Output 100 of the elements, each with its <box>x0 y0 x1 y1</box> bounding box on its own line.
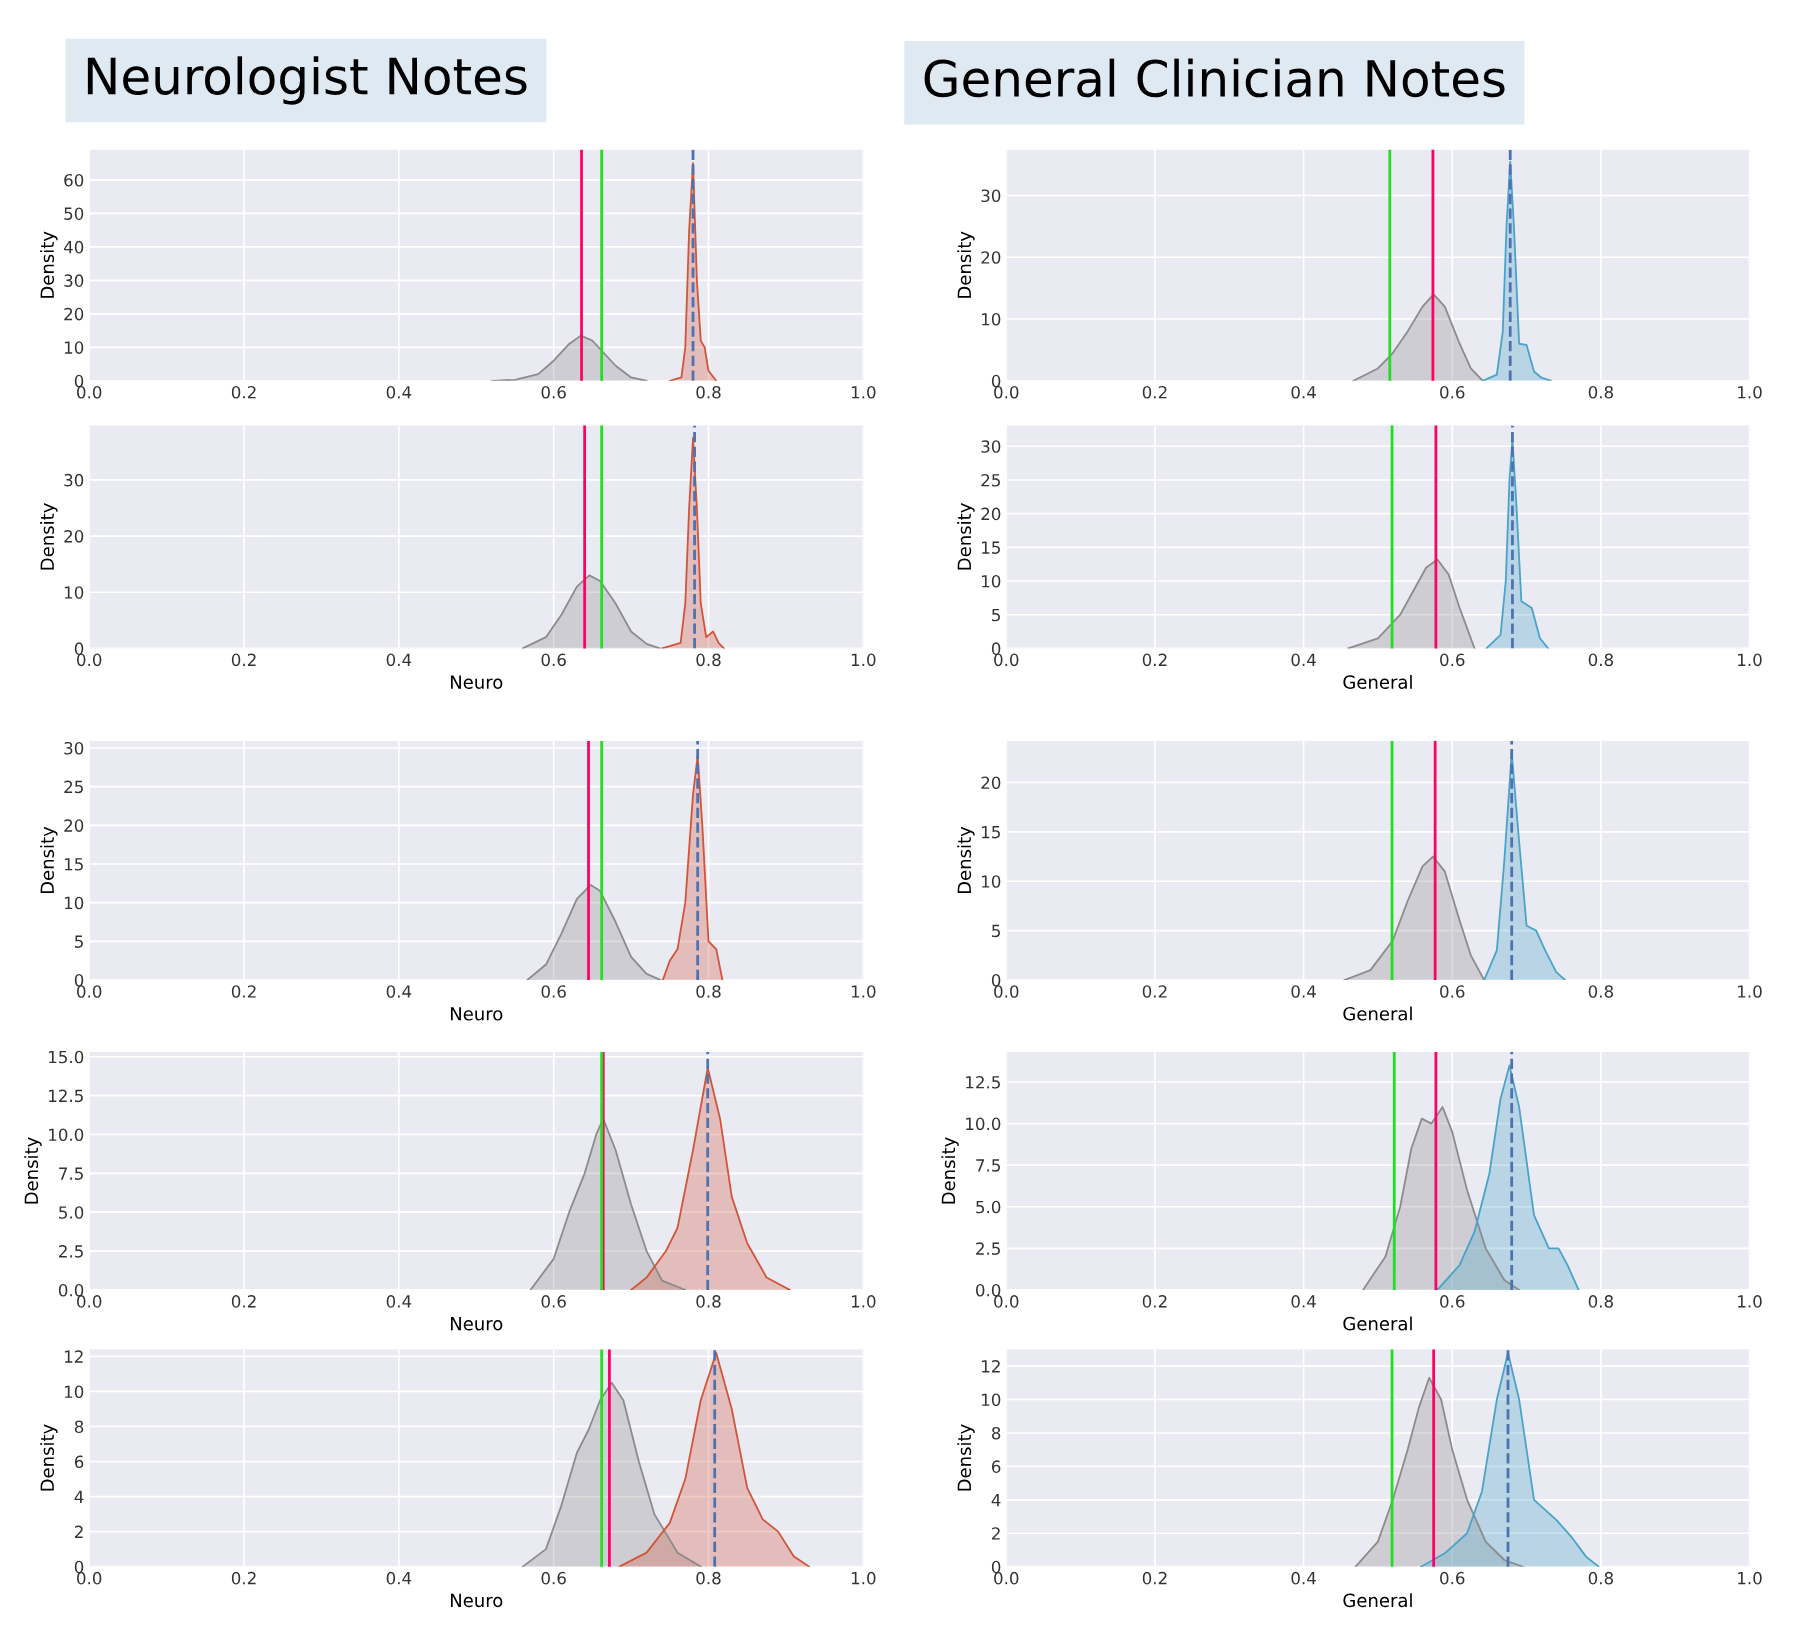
y-tick-label: 12 <box>64 1350 83 1363</box>
y-tick-label: 10 <box>64 586 84 599</box>
x-tick-label: 0.4 <box>1291 385 1316 399</box>
y-tick-label: 10 <box>64 341 84 354</box>
x-tick-label: 0.6 <box>541 385 566 399</box>
x-tick-label: 0.2 <box>231 1571 256 1585</box>
y-tick-label: 0 <box>991 374 1001 388</box>
y-tick-label: 5.0 <box>976 1200 1001 1214</box>
x-axis-title: General <box>1343 1593 1412 1608</box>
x-axis-title: Neuro <box>450 675 503 689</box>
x-tick-label: 0.6 <box>541 1295 566 1308</box>
y-tick-label: 10 <box>982 313 1001 326</box>
y-axis-title: Density <box>957 826 975 894</box>
x-axis-title: General <box>1343 674 1412 689</box>
y-tick-label: 0 <box>74 374 84 388</box>
y-tick-label: 10 <box>982 875 1001 888</box>
y-tick-label: 15 <box>982 826 1000 839</box>
y-tick-label: 5 <box>992 608 1000 622</box>
x-tick-label: 0.4 <box>1291 653 1316 667</box>
x-tick-label: 1.0 <box>1738 653 1762 667</box>
x-tick-label: 0.6 <box>1440 1295 1465 1308</box>
y-tick-label: 0 <box>991 642 1001 655</box>
y-tick-label: 4 <box>991 1494 1001 1507</box>
y-tick-label: 25 <box>981 473 1000 487</box>
x-tick-label: 0.8 <box>696 653 721 667</box>
x-tick-label: 0.4 <box>386 1295 412 1308</box>
x-tick-label: 0.8 <box>1588 385 1614 399</box>
y-tick-label: 10 <box>64 896 84 910</box>
y-tick-label: 0 <box>74 642 84 655</box>
y-axis-title: Density <box>941 1137 959 1204</box>
x-tick-label: 0.8 <box>696 1571 721 1585</box>
x-tick-label: 0.2 <box>1142 385 1167 399</box>
x-tick-label: 0.6 <box>541 1571 566 1585</box>
y-tick-label: 20 <box>981 251 1001 264</box>
y-tick-label: 0 <box>991 1560 1001 1574</box>
x-tick-label: 0.8 <box>1588 1295 1614 1308</box>
y-axis-title: Density <box>957 231 975 298</box>
x-tick-label: 0.6 <box>1440 1571 1465 1585</box>
x-tick-label: 0.2 <box>231 985 256 998</box>
y-tick-label: 4 <box>74 1490 84 1503</box>
x-tick-label: 0.4 <box>386 653 412 667</box>
y-tick-label: 10.0 <box>966 1117 1001 1131</box>
chart-title: General Clinician Notes <box>924 58 1505 98</box>
x-tick-label: 0.8 <box>696 985 721 998</box>
x-tick-label: 0.6 <box>541 653 566 667</box>
y-tick-label: 20 <box>64 819 84 832</box>
y-tick-label: 0 <box>991 973 1001 987</box>
x-tick-label: 0.4 <box>386 385 412 399</box>
y-tick-label: 60 <box>64 173 84 187</box>
y-axis-title: Density <box>957 503 975 570</box>
y-tick-label: 10.0 <box>49 1128 84 1142</box>
y-axis-title: Density <box>40 1424 58 1491</box>
y-tick-label: 6 <box>991 1460 1001 1473</box>
x-tick-label: 1.0 <box>1738 1295 1762 1308</box>
y-tick-label: 5 <box>992 924 1000 938</box>
y-tick-label: 20 <box>981 776 1001 790</box>
y-tick-label: 30 <box>981 189 1001 203</box>
y-tick-label: 0.0 <box>58 1283 84 1297</box>
y-tick-label: 12 <box>982 1360 1000 1373</box>
x-tick-label: 0.8 <box>696 1295 721 1308</box>
y-axis-title: Density <box>40 826 58 894</box>
y-axis-title: Density <box>24 1137 42 1204</box>
x-tick-label: 0.4 <box>386 985 412 998</box>
y-axis-title: Density <box>40 503 58 570</box>
y-tick-label: 30 <box>64 274 84 287</box>
y-tick-label: 15.0 <box>49 1050 84 1064</box>
x-tick-label: 0.2 <box>231 1295 256 1308</box>
x-tick-label: 0.8 <box>1588 653 1614 667</box>
x-tick-label: 0.2 <box>1142 1295 1167 1308</box>
x-tick-label: 0.2 <box>1142 653 1167 667</box>
x-axis-title: Neuro <box>450 1317 503 1331</box>
x-tick-label: 0.2 <box>1142 985 1167 998</box>
y-tick-label: 30 <box>981 440 1001 453</box>
y-tick-label: 2 <box>74 1525 83 1538</box>
y-tick-label: 2.5 <box>59 1245 83 1258</box>
y-tick-label: 15 <box>64 858 83 871</box>
x-tick-label: 1.0 <box>851 1295 876 1308</box>
y-tick-label: 10 <box>982 574 1001 588</box>
y-tick-label: 8 <box>74 1420 84 1434</box>
x-tick-label: 1.0 <box>851 985 876 998</box>
x-tick-label: 1.0 <box>1738 385 1762 399</box>
y-tick-label: 50 <box>64 207 84 220</box>
y-tick-label: 40 <box>63 240 84 254</box>
x-tick-label: 1.0 <box>851 385 876 399</box>
y-tick-label: 2 <box>992 1527 1000 1540</box>
y-tick-label: 10 <box>64 1385 84 1399</box>
x-axis-title: General <box>1343 1006 1412 1021</box>
x-tick-label: 0.4 <box>1291 1295 1316 1308</box>
y-tick-label: 8 <box>991 1426 1001 1440</box>
x-tick-label: 0.6 <box>1440 385 1465 399</box>
y-tick-label: 25 <box>64 780 83 794</box>
x-tick-label: 0.2 <box>231 653 256 667</box>
x-axis-title: Neuro <box>450 1593 503 1608</box>
y-tick-label: 7.5 <box>976 1159 1000 1172</box>
chart-title: Neurologist Notes <box>87 56 527 105</box>
y-tick-label: 2.5 <box>976 1242 1000 1255</box>
y-tick-label: 0 <box>74 973 84 987</box>
x-tick-label: 0.8 <box>696 385 721 399</box>
y-tick-label: 6 <box>74 1455 84 1469</box>
x-tick-label: 1.0 <box>1738 1571 1762 1585</box>
